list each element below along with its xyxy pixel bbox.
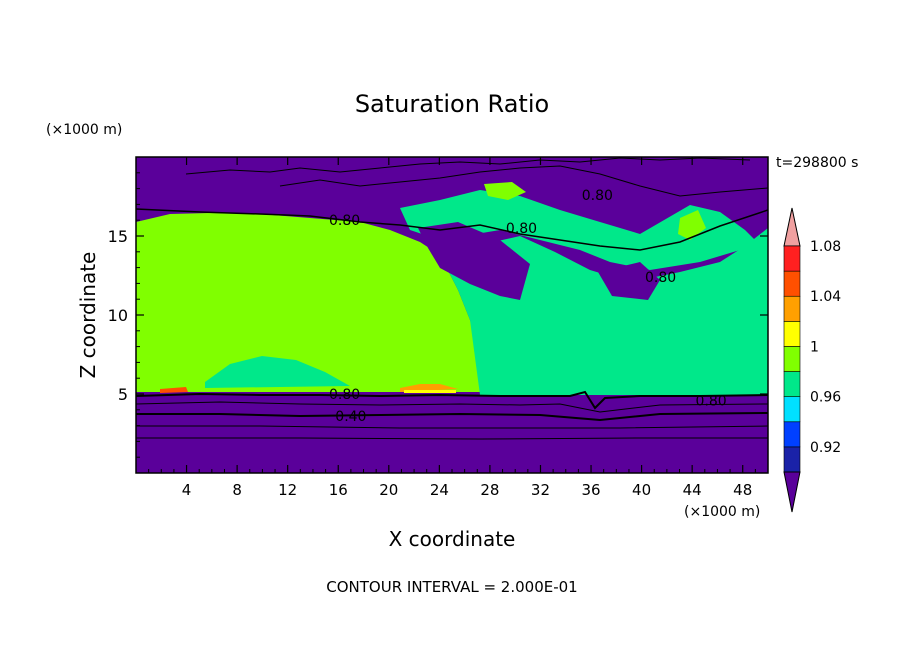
contour-labels: 0.80 0.80 0.80 0.80 0.80 0.80 0.40 [329,188,727,425]
region-lower-dry-layer [136,395,768,473]
contour-line-lower-1 [136,401,768,413]
y-axis-label: Z coordinate [76,252,100,379]
x-tick-label: 40 [632,481,651,499]
contour-line-lower-3 [136,437,768,440]
y-tick-label: 15 [108,227,128,246]
contour-label: 0.80 [696,393,727,409]
contour-line-upper-080 [136,208,768,251]
colorbar-band [783,396,801,423]
colorbar-tick-label: 0.92 [810,440,841,456]
contour-line-top [279,165,768,197]
colorbar: 0.92 0.96 1 1.04 1.08 [783,207,841,513]
x-tick-label: 28 [480,481,499,499]
x-tick-label: 12 [278,481,297,499]
x-axis: 4 8 12 16 20 24 28 32 36 40 44 48 [148,157,756,499]
y-axis: 5 10 15 [108,172,768,458]
x-unit-label: (×1000 m) [684,504,760,520]
x-tick-label: 20 [379,481,398,499]
x-tick-label: 24 [430,481,449,499]
contour-label: 0.80 [645,270,676,286]
region-green-patch-upper [484,182,526,200]
colorbar-tick-label: 0.96 [810,390,841,406]
contour-label: 0.40 [335,409,366,425]
y-tick-label: 10 [108,306,128,325]
y-tick-label: 5 [118,385,128,404]
region-cloud-left [136,213,485,392]
x-tick-label: 32 [531,481,550,499]
region-dry-pocket [418,222,530,300]
colorbar-extend-min [783,471,801,513]
contour-label: 0.80 [329,213,360,229]
x-tick-label: 8 [232,481,242,499]
region-dry-pocket-2 [598,262,660,300]
region-green-patch-right [678,210,706,240]
region-humid-blob [205,356,350,388]
region-yellow-streak-mid [404,390,456,393]
y-unit-label: (×1000 m) [46,122,122,138]
region-red-streak-left [160,387,188,393]
chart-title: Saturation Ratio [355,90,549,118]
x-tick-label: 16 [329,481,348,499]
colorbar-band [783,421,801,448]
plot-area [136,157,768,473]
colorbar-tick-label: 1.04 [810,289,841,305]
x-axis-label: X coordinate [389,527,516,551]
contour-line-cloud-base-080 [136,390,768,410]
contour-label: 0.80 [582,188,613,204]
colorbar-band [783,270,801,297]
time-label: t=298800 s [776,155,858,171]
contour-label: 0.80 [329,387,360,403]
contour-line-040 [136,412,768,422]
contour-interval-footer: CONTOUR INTERVAL = 2.000E-01 [326,578,577,596]
colorbar-tick-label: 1 [810,339,819,355]
colorbar-band [783,321,801,347]
colorbar-band [783,371,801,397]
x-tick-label: 36 [581,481,600,499]
x-tick-label: 48 [733,481,752,499]
x-tick-label: 44 [683,481,702,499]
colorbar-band [783,346,801,372]
contour-label: 0.80 [506,221,537,237]
colorbar-band [783,245,801,272]
contour-line-lower-2 [136,425,768,429]
x-tick-label: 4 [182,481,192,499]
colorbar-band [783,446,801,473]
contour-line-top-2 [185,157,751,175]
colorbar-extend-max [783,207,801,247]
region-cloud-upper-patches [400,190,760,270]
colorbar-tick-label: 1.08 [810,239,841,255]
colorbar-band [783,295,801,322]
